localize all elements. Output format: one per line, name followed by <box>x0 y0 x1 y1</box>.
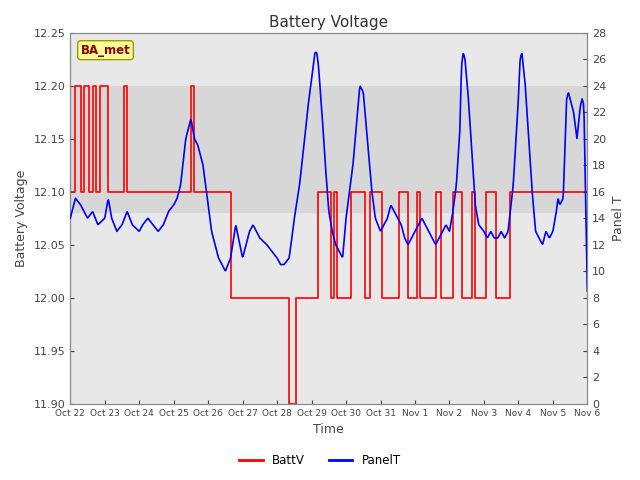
Bar <box>70 85 588 213</box>
Y-axis label: Battery Voltage: Battery Voltage <box>15 169 28 267</box>
Title: Battery Voltage: Battery Voltage <box>269 15 388 30</box>
X-axis label: Time: Time <box>314 423 344 436</box>
Y-axis label: Panel T: Panel T <box>612 195 625 241</box>
Legend: BattV, PanelT: BattV, PanelT <box>234 449 406 472</box>
Text: BA_met: BA_met <box>81 44 131 57</box>
